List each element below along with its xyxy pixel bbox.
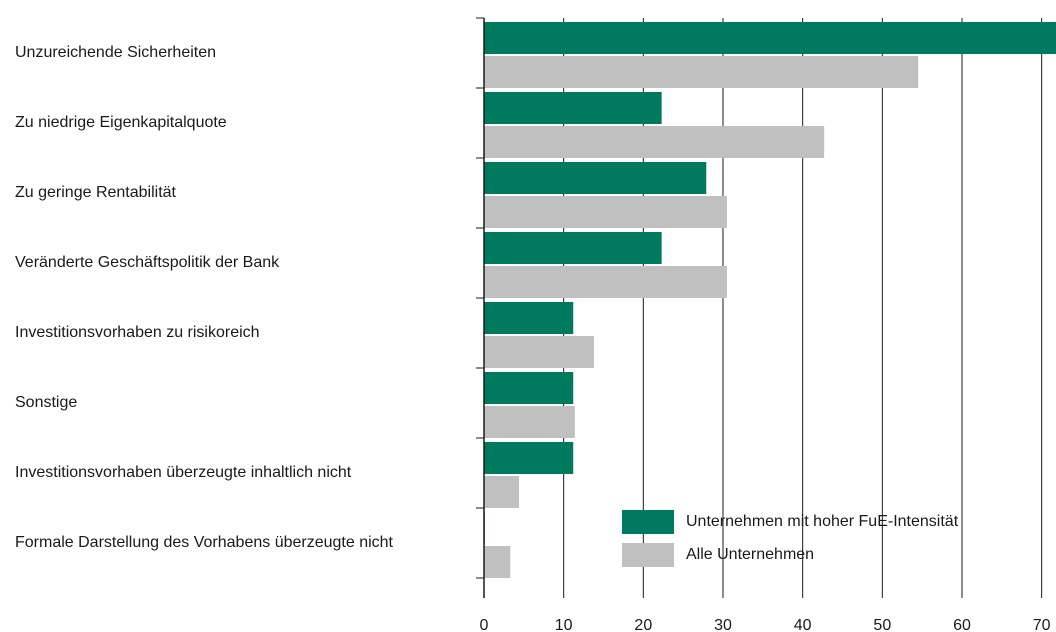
legend-label: Unternehmen mit hoher FuE-Intensität — [686, 513, 959, 530]
legend-swatch — [622, 543, 674, 567]
bar — [484, 196, 727, 228]
y-tick-label: Investitionsvorhaben zu risikoreich — [15, 324, 260, 341]
bar — [484, 406, 575, 438]
legend-swatch — [622, 510, 674, 534]
bar — [484, 126, 825, 158]
y-tick-label: Zu niedrige Eigenkapitalquote — [15, 114, 227, 131]
x-tick-label: 30 — [714, 617, 732, 632]
y-tick-label: Veränderte Geschäftspolitik der Bank — [15, 254, 280, 271]
bar — [484, 302, 574, 334]
bar — [484, 232, 662, 264]
x-tick-label: 70 — [1033, 617, 1051, 632]
bar — [484, 266, 727, 298]
y-tick-label: Formale Darstellung des Vorhabens überze… — [15, 534, 394, 551]
legend-label: Alle Unternehmen — [686, 546, 814, 563]
bar — [484, 546, 511, 578]
bar — [484, 56, 919, 88]
y-tick-label: Unzureichende Sicherheiten — [15, 44, 216, 61]
bar — [484, 162, 707, 194]
bar — [484, 442, 574, 474]
x-tick-label: 20 — [634, 617, 652, 632]
bar — [484, 336, 594, 368]
x-tick-label: 60 — [953, 617, 971, 632]
bar — [484, 476, 520, 508]
bar — [484, 372, 574, 404]
y-tick-label: Investitionsvorhaben überzeugte inhaltli… — [15, 464, 352, 481]
x-tick-label: 10 — [555, 617, 573, 632]
bar — [484, 22, 1056, 54]
x-tick-label: 50 — [873, 617, 891, 632]
y-tick-label: Sonstige — [15, 394, 77, 411]
x-tick-label: 0 — [480, 617, 489, 632]
y-tick-label: Zu geringe Rentabilität — [15, 184, 177, 201]
bar — [484, 92, 662, 124]
x-tick-label: 40 — [794, 617, 812, 632]
